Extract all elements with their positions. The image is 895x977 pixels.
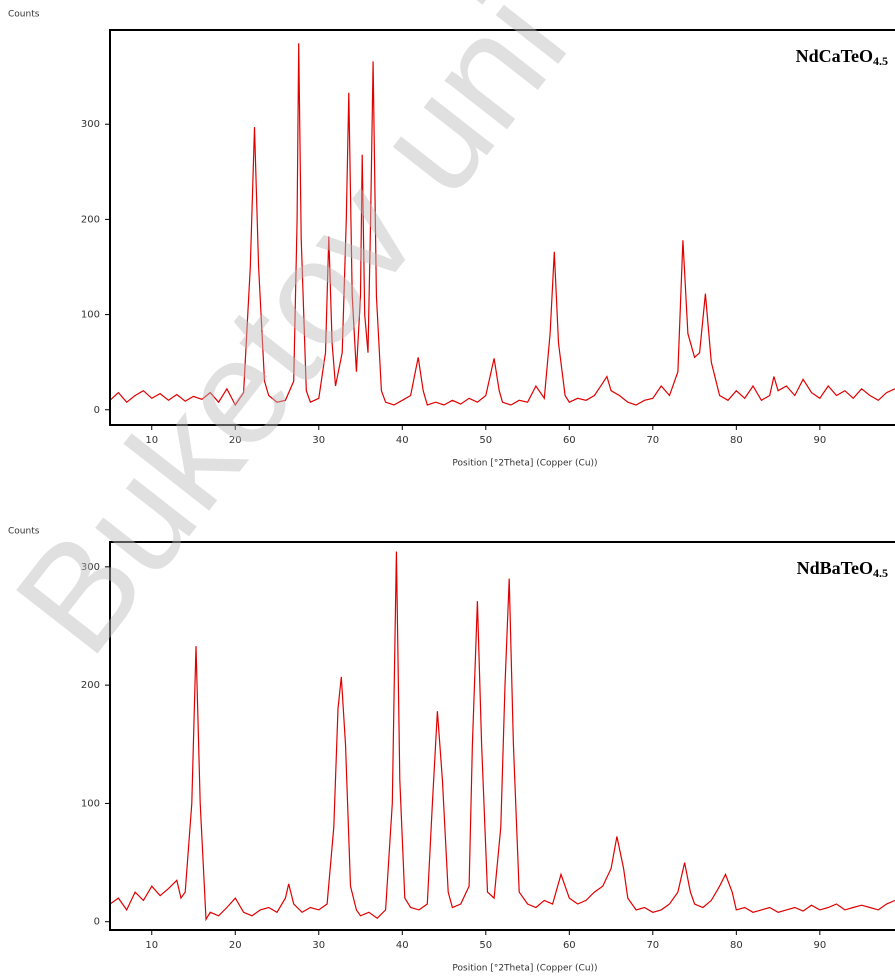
y-tick-label: 300: [81, 562, 100, 573]
x-tick-label: 60: [563, 435, 576, 446]
x-tick-label: 30: [312, 435, 325, 446]
x-tick-label: 80: [730, 435, 743, 446]
x-tick-label: 80: [730, 940, 743, 951]
x-tick-label: 20: [229, 940, 242, 951]
x-tick-label: 50: [479, 435, 492, 446]
chart-title-subscript: 4.5: [873, 54, 888, 68]
x-tick-label: 10: [145, 435, 158, 446]
y-axis-title: Counts: [8, 527, 40, 537]
chart-title-subscript: 4.5: [873, 566, 888, 580]
y-tick-label: 0: [94, 917, 100, 928]
chart-title: NdBaTeO4.5: [797, 558, 888, 580]
plot-frame: [109, 29, 895, 426]
x-tick-label: 40: [396, 435, 409, 446]
chart-title: NdCaTeO4.5: [796, 46, 888, 68]
x-tick-label: 90: [813, 940, 826, 951]
plot-frame: [109, 541, 895, 931]
y-tick-label: 200: [81, 214, 100, 225]
y-tick-label: 0: [94, 405, 100, 416]
x-tick-label: 70: [646, 940, 659, 951]
y-tick-label: 100: [81, 310, 100, 321]
data-line: [109, 551, 895, 922]
x-tick-label: 40: [396, 940, 409, 951]
y-tick-label: 200: [81, 680, 100, 691]
x-tick-label: 70: [646, 435, 659, 446]
x-axis-title: Position [°2Theta] (Copper (Cu)): [452, 459, 597, 469]
x-tick-label: 30: [312, 940, 325, 951]
x-tick-label: 10: [145, 940, 158, 951]
data-line: [109, 43, 895, 407]
x-tick-label: 90: [813, 435, 826, 446]
y-tick-label: 300: [81, 119, 100, 130]
x-tick-label: 60: [563, 940, 576, 951]
x-tick-label: 50: [479, 940, 492, 951]
y-tick-label: 100: [81, 798, 100, 809]
y-axis-title: Counts: [8, 10, 40, 20]
x-tick-label: 20: [229, 435, 242, 446]
x-axis-title: Position [°2Theta] (Copper (Cu)): [452, 964, 597, 974]
